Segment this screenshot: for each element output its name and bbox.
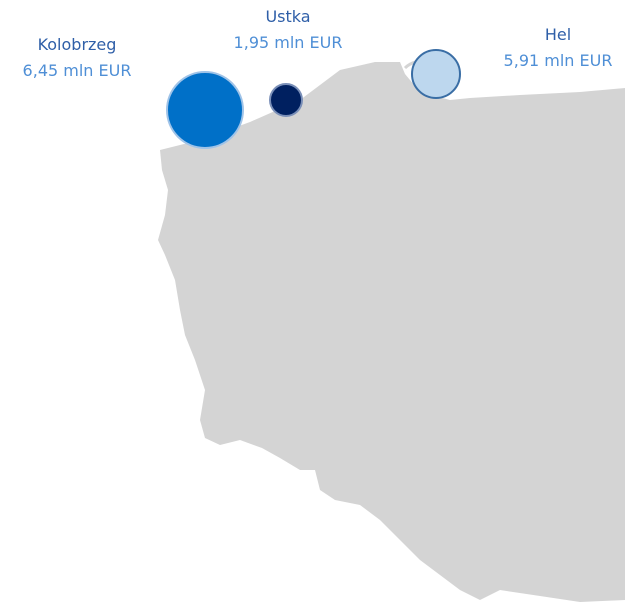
location-name: Ustka <box>265 7 310 26</box>
location-value: 5,91 mln EUR <box>504 51 613 70</box>
location-bubble <box>269 83 303 117</box>
location-bubble <box>166 71 244 149</box>
location-name: Kolobrzeg <box>38 35 117 54</box>
location-name: Hel <box>545 25 571 44</box>
country-shape <box>158 62 625 602</box>
location-value: 6,45 mln EUR <box>23 61 132 80</box>
location-value: 1,95 mln EUR <box>234 33 343 52</box>
location-bubble <box>411 49 461 99</box>
